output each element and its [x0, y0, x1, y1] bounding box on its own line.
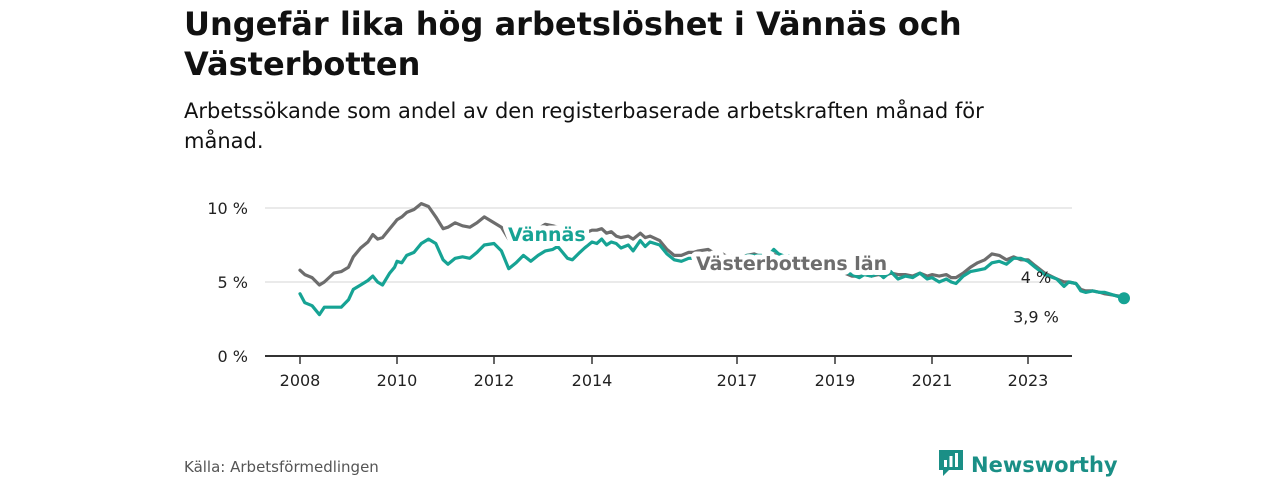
- end-label-vannas: 3,9 %: [1013, 307, 1059, 326]
- newsworthy-logo[interactable]: Newsworthy: [937, 448, 1118, 482]
- x-axis: 2008 2010 2012 2014 2017 2019 2021 2023: [265, 355, 1072, 390]
- x-tick-label: 2008: [280, 371, 321, 390]
- chart-subtitle: Arbetssökande som andel av den registerb…: [184, 99, 984, 153]
- x-tick-label: 2023: [1008, 371, 1049, 390]
- vannas-end-marker: [1118, 292, 1130, 305]
- y-tick-label: 5 %: [218, 273, 248, 292]
- x-tick-label: 2019: [815, 371, 856, 390]
- series-line-vannas: [298, 237, 1126, 317]
- series-label-vannas-halo: Vännäs: [508, 224, 586, 246]
- end-label-vasterbotten: 4 %: [1021, 268, 1051, 287]
- series-lines: [298, 202, 1130, 317]
- x-tick-label: 2017: [717, 371, 758, 390]
- y-axis-tick-labels: 0 % 5 % 10 %: [207, 199, 248, 366]
- series-label-vasterbotten-halo: Västerbottens län: [696, 253, 887, 275]
- source-note: Källa: Arbetsförmedlingen: [184, 458, 379, 476]
- series-label-vasterbotten: Västerbottens län: [696, 253, 887, 275]
- grid-lines: [265, 207, 1072, 283]
- x-tick-label: 2021: [912, 371, 953, 390]
- series-label-vannas: Vännäs: [508, 224, 586, 246]
- chart-title: Ungefär lika hög arbetslöshet i Vännäs o…: [184, 5, 962, 83]
- x-tick-label: 2010: [377, 371, 418, 390]
- x-tick-label: 2012: [474, 371, 515, 390]
- chart-logo-icon: [937, 448, 965, 482]
- y-tick-label: 10 %: [207, 199, 248, 218]
- series-line-vasterbotten: [298, 202, 1126, 299]
- x-tick-label: 2014: [572, 371, 613, 390]
- brand-name: Newsworthy: [971, 453, 1118, 477]
- y-tick-label: 0 %: [218, 347, 248, 366]
